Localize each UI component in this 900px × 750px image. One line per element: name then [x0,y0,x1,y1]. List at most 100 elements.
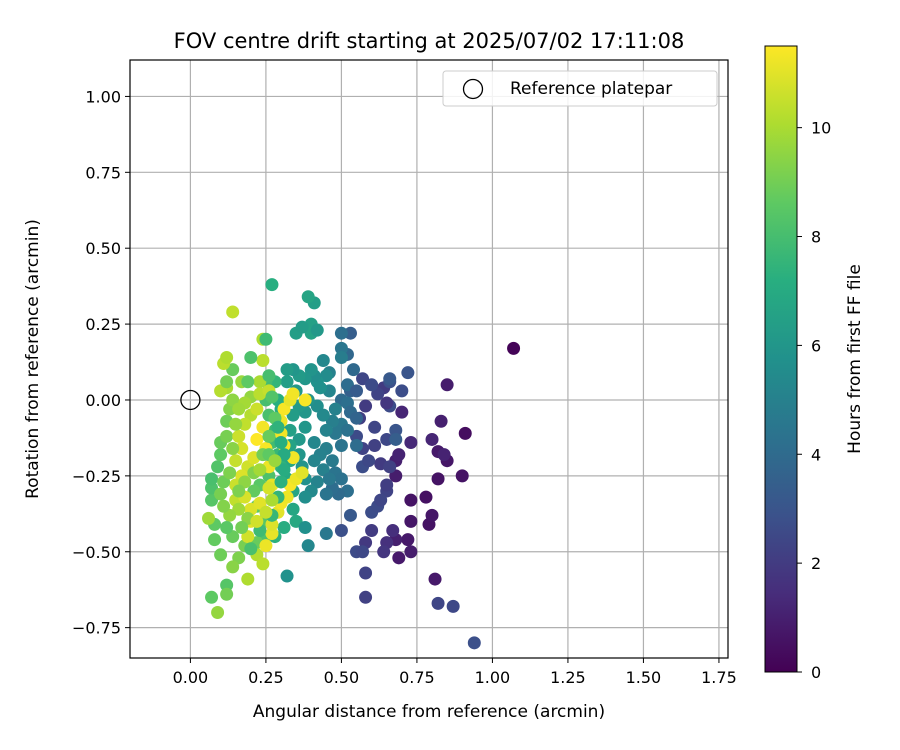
data-point [380,432,394,446]
data-point [280,490,294,504]
data-point [328,402,342,416]
data-point [319,423,333,437]
data-point [380,478,394,492]
data-point [220,587,234,601]
data-point [301,539,315,553]
x-tick-label: 1.00 [475,668,511,687]
data-point [404,435,418,449]
data-point [265,517,279,531]
data-point [202,511,216,525]
data-point [334,350,348,364]
data-point [458,426,472,440]
data-point [310,323,324,337]
data-point [220,429,234,443]
data-point [440,378,454,392]
data-point [226,305,240,319]
y-tick-label: 0.75 [85,163,121,182]
data-point [295,320,309,334]
data-point [268,454,282,468]
data-point [334,326,348,340]
data-point [232,484,246,498]
data-point [262,481,276,495]
data-point [277,463,291,477]
data-point [401,366,415,380]
data-point [241,375,255,389]
colorbar-gradient [764,45,798,673]
data-point [419,490,433,504]
data-point [211,460,225,474]
data-point [340,423,354,437]
data-point [208,533,222,547]
colorbar-tick-label: 6 [811,336,821,355]
data-point [404,514,418,528]
data-point [298,393,312,407]
data-point [211,605,225,619]
colorbar-tick-label: 4 [811,445,821,464]
data-point [389,423,403,437]
y-tick-label: 1.00 [85,87,121,106]
x-tick-label: 0.25 [248,668,284,687]
data-point [455,469,469,483]
data-point [316,408,330,422]
data-point [259,332,273,346]
data-points [202,278,521,650]
y-tick-label: 0.50 [85,239,121,258]
data-point [316,354,330,368]
data-point [223,466,237,480]
data-point [277,520,291,534]
data-point [244,350,258,364]
colorbar: 0 2 4 6 8 10 Hours from first FF file [764,45,865,682]
data-point [214,448,228,462]
data-point [232,429,246,443]
data-point [280,569,294,583]
data-point [280,375,294,389]
x-tick-label: 0.00 [173,668,209,687]
data-point [359,566,373,580]
data-point [235,520,249,534]
data-point [307,454,321,468]
colorbar-tick-label: 0 [811,663,821,682]
data-point [250,514,264,528]
y-axis-label: Rotation from reference (arcmin) [23,219,43,499]
y-tick-label: 0.00 [85,391,121,410]
data-point [274,475,288,489]
data-point [262,369,276,383]
data-point [226,442,240,456]
y-axis-ticks: −0.75 −0.50 −0.25 0.00 0.25 0.50 0.75 1.00 [72,87,130,638]
data-point [383,460,397,474]
data-point [274,435,288,449]
data-point [256,557,270,571]
data-point [265,390,279,404]
data-point [265,278,279,292]
data-point [250,432,264,446]
data-point [250,402,264,416]
data-point [467,636,481,650]
data-point [368,439,382,453]
data-point [446,599,460,613]
data-point [214,548,228,562]
y-tick-label: −0.25 [72,467,121,486]
data-point [431,596,445,610]
data-point [238,417,252,431]
plot-frame [129,59,729,659]
data-point [298,420,312,434]
colorbar-tick-label: 10 [811,119,831,138]
x-tick-label: 1.75 [701,668,737,687]
data-point [220,520,234,534]
data-point [395,405,409,419]
data-point [346,363,360,377]
x-tick-label: 0.50 [324,668,360,687]
data-point [437,448,451,462]
chart-title: FOV centre drift starting at 2025/07/02 … [174,29,685,53]
data-point [334,472,348,486]
data-point [220,578,234,592]
x-tick-label: 0.75 [399,668,435,687]
colorbar-label: Hours from first FF file [845,264,865,454]
data-point [507,341,521,355]
data-point [265,527,279,541]
data-point [431,472,445,486]
colorbar-ticks: 0 2 4 6 8 10 [797,119,831,682]
data-point [280,363,294,377]
data-point [389,432,403,446]
data-point [298,520,312,534]
